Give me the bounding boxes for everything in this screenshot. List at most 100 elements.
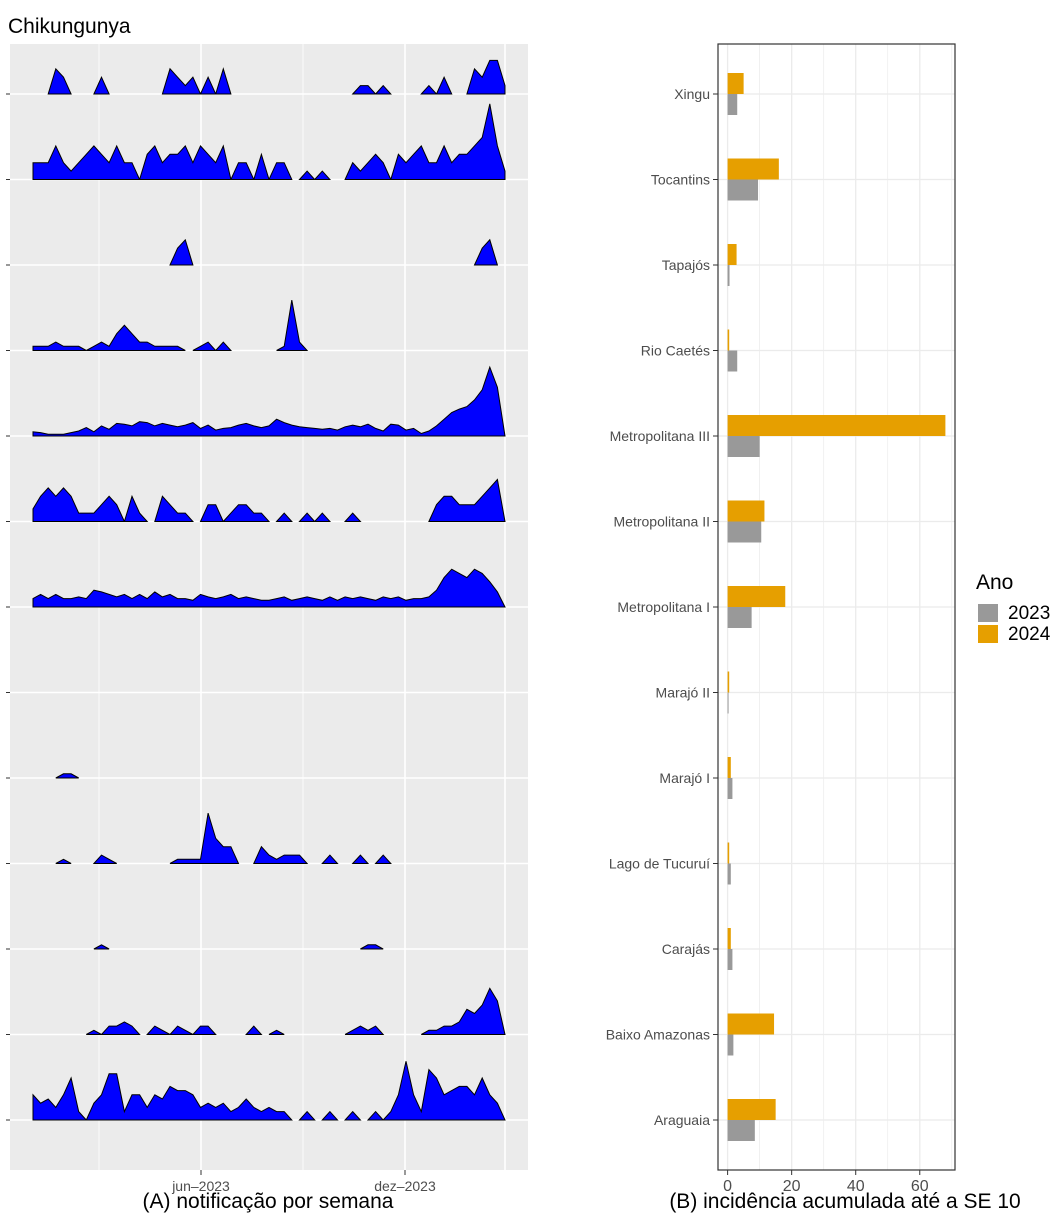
bar-2023-caraj-s	[727, 949, 733, 970]
category-label: Tocantins	[651, 172, 710, 188]
area-maraj-i	[55, 773, 79, 779]
area-caraj-s	[93, 944, 110, 950]
bar-2024-baixo-amazonas	[727, 1013, 775, 1035]
area-tocantins	[313, 170, 332, 180]
area-rio-caet-s	[214, 341, 233, 351]
bar-2023-metropolitana-ii	[727, 521, 762, 543]
area-xingu	[93, 75, 110, 95]
area-baixo-amazonas	[86, 1029, 102, 1035]
area-xingu	[466, 59, 506, 95]
bar-2024-lago-de-tucuru-	[727, 842, 730, 864]
area-baixo-amazonas	[344, 1025, 385, 1035]
area-lago-de-tucuru-	[169, 812, 240, 864]
legend-swatch-2024	[978, 625, 998, 643]
panel-a-x-tick-label: jun–2023	[171, 1178, 230, 1194]
area-lago-de-tucuru-	[321, 854, 339, 864]
area-rio-caet-s	[32, 341, 87, 351]
area-baixo-amazonas	[168, 1025, 194, 1035]
area-metropolitana-ii	[222, 504, 271, 522]
panel-a-notificacao: jun–2023 dez–2023	[6, 44, 528, 1194]
area-xingu	[47, 67, 72, 95]
bar-2023-araguaia	[727, 1120, 755, 1141]
area-metropolitana-ii	[298, 512, 316, 522]
bar-2024-metropolitana-i	[727, 586, 786, 607]
legend-swatch-2023	[978, 604, 998, 622]
area-xingu	[420, 84, 438, 95]
bar-2023-tapaj-s	[727, 265, 730, 286]
area-metropolitana-i	[32, 568, 506, 608]
area-rio-caet-s	[192, 341, 217, 351]
bar-2023-lago-de-tucuru-	[727, 863, 731, 885]
panel-b-x-tick-label: 40	[847, 1178, 865, 1195]
area-lago-de-tucuru-	[253, 845, 309, 864]
category-label: Marajó II	[656, 685, 710, 701]
area-tocantins	[253, 152, 270, 180]
area-xingu	[374, 84, 392, 95]
area-metropolitana-ii	[32, 487, 126, 522]
legend-title: Ano	[976, 571, 1013, 594]
category-label: Metropolitana I	[617, 599, 710, 615]
area-xingu	[215, 67, 232, 95]
area-baixo-amazonas	[146, 1025, 171, 1035]
category-label: Lago de Tucuruí	[609, 856, 710, 872]
area-araguaia	[382, 1061, 506, 1121]
bar-2024-tocantins	[727, 158, 779, 180]
area-araguaia	[321, 1110, 339, 1121]
area-xingu	[435, 75, 453, 95]
area-metropolitana-ii	[343, 512, 362, 522]
area-lago-de-tucuru-	[351, 854, 370, 864]
bar-2023-metropolitana-i	[727, 607, 752, 628]
area-xingu	[199, 75, 217, 95]
area-baixo-amazonas	[421, 987, 506, 1035]
category-label: Baixo Amazonas	[606, 1027, 710, 1043]
area-tocantins	[230, 162, 255, 180]
area-araguaia	[366, 1110, 385, 1121]
area-metropolitana-ii	[313, 512, 332, 522]
area-araguaia	[298, 1110, 316, 1121]
panel-b-x-tick-label: 60	[911, 1178, 929, 1195]
category-label: Metropolitana II	[614, 514, 711, 530]
area-tocantins	[138, 144, 232, 180]
area-metropolitana-ii	[154, 495, 195, 522]
area-metropolitana-ii	[428, 478, 506, 522]
bar-2024-xingu	[727, 73, 744, 94]
area-lago-de-tucuru-	[374, 854, 392, 864]
area-baixo-amazonas	[268, 1029, 285, 1035]
area-tapaj-s	[473, 238, 499, 266]
area-metropolitana-ii	[123, 494, 149, 522]
category-label: Marajó I	[659, 770, 710, 786]
area-xingu	[351, 85, 377, 95]
area-caraj-s	[360, 944, 384, 950]
caption-a: (A) notificação por semana	[143, 1190, 394, 1213]
area-rio-caet-s	[276, 300, 309, 351]
area-metropolitana-iii	[32, 365, 506, 437]
area-metropolitana-ii	[199, 504, 225, 522]
area-lago-de-tucuru-	[92, 854, 117, 864]
area-rio-caet-s	[86, 324, 186, 351]
area-lago-de-tucuru-	[55, 858, 72, 864]
panel-b-x-tick-label: 20	[783, 1178, 801, 1195]
bar-2023-xingu	[727, 94, 738, 115]
category-label: Carajás	[662, 941, 710, 957]
area-tapaj-s	[169, 238, 194, 266]
bar-2023-tocantins	[727, 179, 759, 201]
bar-2024-metropolitana-ii	[727, 500, 765, 522]
page-title: Chikungunya	[8, 15, 131, 38]
panel-a-x-tick-label: dez–2023	[374, 1178, 436, 1194]
category-label: Metropolitana III	[610, 428, 710, 444]
area-baixo-amazonas	[245, 1025, 263, 1035]
bar-2023-metropolitana-iii	[727, 436, 760, 457]
area-araguaia	[32, 1076, 88, 1121]
bar-2024-metropolitana-iii	[727, 415, 946, 436]
bar-2023-baixo-amazonas	[727, 1034, 734, 1056]
area-tocantins	[344, 153, 392, 180]
bar-2023-maraj-i	[727, 778, 733, 799]
area-metropolitana-ii	[275, 512, 293, 522]
area-baixo-amazonas	[100, 1021, 141, 1035]
area-araguaia	[343, 1110, 362, 1121]
area-tocantins	[390, 103, 506, 180]
area-tocantins	[298, 170, 316, 180]
area-tocantins	[32, 144, 141, 180]
